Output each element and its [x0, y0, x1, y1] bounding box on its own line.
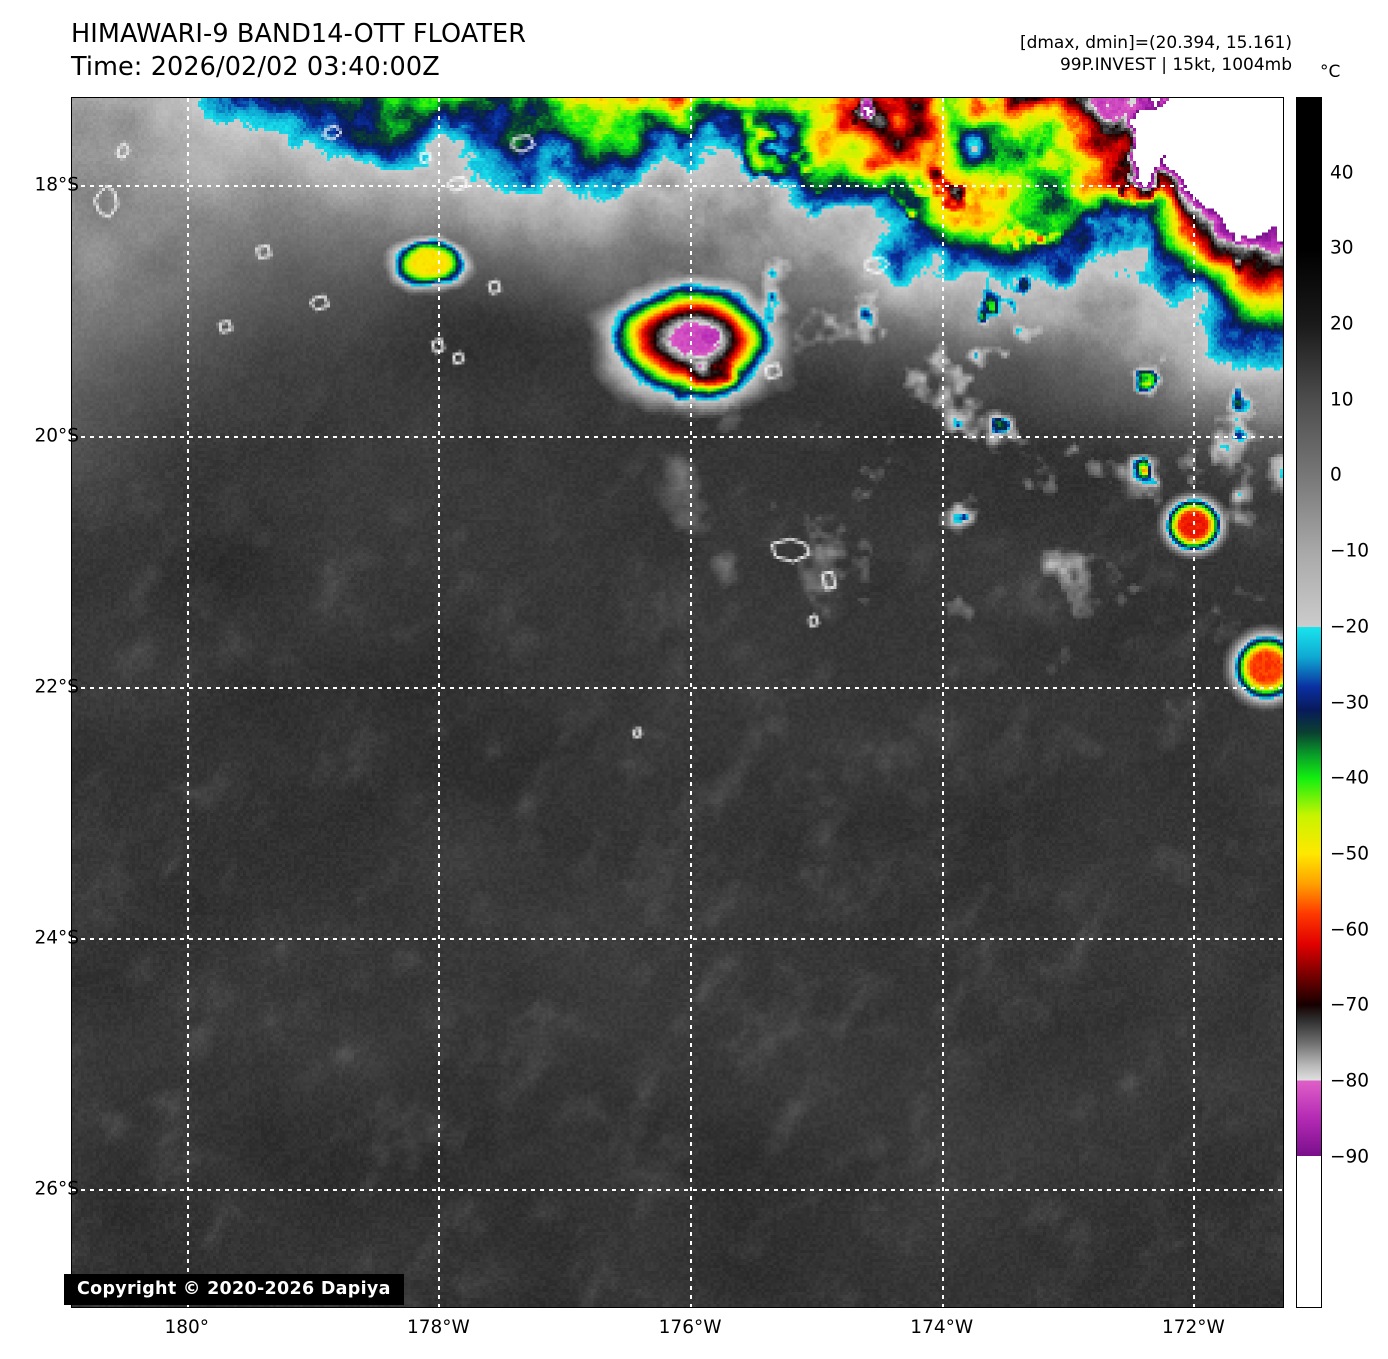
colorbar-tick-label: −10 — [1330, 540, 1370, 562]
longitude-tick-label: 178°W — [406, 1317, 470, 1338]
storm-info-label: 99P.INVEST | 15kt, 1004mb — [1059, 55, 1292, 76]
colorbar-tick-label: −40 — [1330, 767, 1370, 789]
latitude-tick-label: 22°S — [34, 676, 79, 698]
title-block: HIMAWARI-9 BAND14-OTT FLOATER Time: 2026… — [71, 18, 526, 84]
observation-time: Time: 2026/02/02 03:40:00Z — [71, 52, 440, 83]
colorbar-tick-label: 0 — [1330, 464, 1342, 486]
colorbar-gradient — [1297, 98, 1321, 1307]
longitude-tick-label: 176°W — [658, 1317, 722, 1338]
colorbar-tick-label: −90 — [1330, 1146, 1370, 1168]
copyright-badge: Copyright © 2020-2026 Dapiya — [64, 1274, 404, 1305]
page-title: HIMAWARI-9 BAND14-OTT FLOATER — [71, 19, 527, 49]
dminmax-label: [dmax, dmin]=(20.394, 15.161) — [1019, 33, 1292, 53]
temperature-colorbar — [1296, 97, 1322, 1308]
colorbar-unit-label: °C — [1320, 62, 1341, 82]
colorbar-tick-label: −50 — [1330, 843, 1370, 865]
infrared-imagery — [72, 98, 1283, 1307]
latitude-tick-label: 20°S — [34, 425, 79, 447]
colorbar-tick-label: −20 — [1330, 616, 1370, 638]
ir-brightness-temperature-raster — [72, 98, 1283, 1307]
colorbar-tick-label: −70 — [1330, 994, 1370, 1016]
colorbar-tick-label: −60 — [1330, 919, 1370, 941]
satellite-map-panel[interactable] — [71, 97, 1284, 1308]
colorbar-tick-label: 10 — [1330, 389, 1354, 411]
longitude-tick-label: 180° — [164, 1317, 210, 1338]
latitude-tick-label: 26°S — [34, 1178, 79, 1200]
longitude-tick-label: 172°W — [1161, 1317, 1225, 1338]
latitude-tick-label: 24°S — [34, 927, 79, 949]
colorbar-tick-label: 30 — [1330, 237, 1354, 259]
metadata-block: [dmax, dmin]=(20.394, 15.161) 99P.INVEST… — [1020, 32, 1292, 76]
colorbar-tick-label: 20 — [1330, 313, 1354, 335]
longitude-tick-label: 174°W — [910, 1317, 974, 1338]
colorbar-tick-label: −30 — [1330, 692, 1370, 713]
colorbar-tick-label: 40 — [1330, 162, 1354, 184]
colorbar-tick-label: −80 — [1330, 1070, 1370, 1092]
latitude-tick-label: 18°S — [34, 174, 79, 196]
